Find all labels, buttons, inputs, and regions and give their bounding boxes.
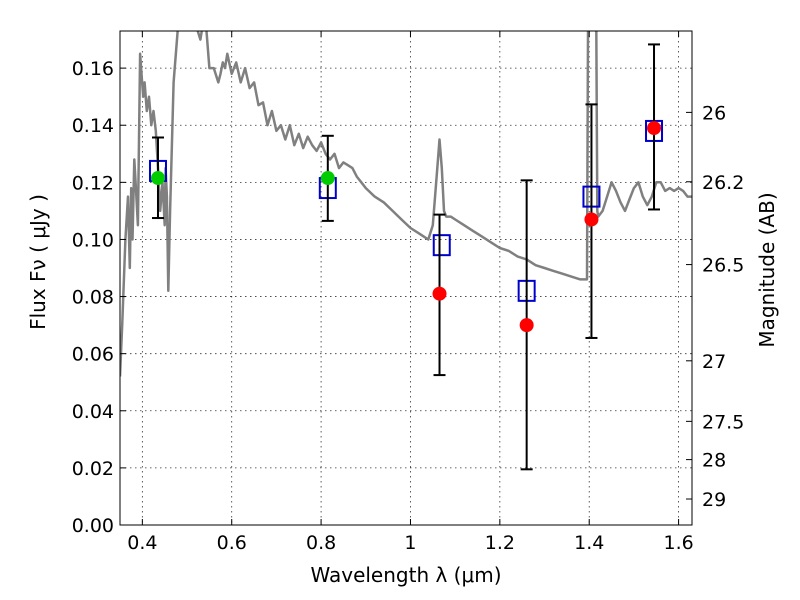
x-tick-label: 1.6 — [663, 532, 693, 554]
data-point — [519, 318, 534, 333]
x-tick-label: 1 — [404, 532, 416, 554]
magnitude-axis-ticks: 26 26.2 26.5 27 27.5 28 29 — [686, 102, 744, 511]
y-tick-label: 0.04 — [72, 401, 114, 423]
magnitude-tick-label: 26.2 — [702, 172, 744, 194]
data-points — [150, 121, 662, 333]
data-point — [432, 286, 447, 301]
magnitude-tick-label: 29 — [702, 489, 726, 511]
y-axis-title: Flux Fν ( μJy ) — [26, 194, 50, 330]
magnitude-tick-label: 27 — [702, 351, 726, 373]
data-point — [647, 121, 662, 136]
data-point — [584, 212, 599, 227]
magnitude-tick-label: 27.5 — [702, 411, 744, 433]
data-point — [320, 171, 335, 186]
x-tick-label: 0.8 — [306, 532, 336, 554]
y-tick-label: 0.08 — [72, 287, 114, 309]
y-tick-label: 0.06 — [72, 344, 114, 366]
x-axis-ticks: 0.4 0.6 0.8 1 1.2 1.4 1.6 — [127, 31, 694, 554]
y-tick-label: 0.10 — [72, 229, 114, 251]
model-spectrum-line — [120, 31, 692, 377]
plot-background — [120, 31, 692, 525]
x-tick-label: 1.2 — [485, 532, 515, 554]
plot-frame — [119, 30, 693, 526]
x-tick-label: 0.4 — [127, 532, 157, 554]
x-axis-title: Wavelength λ (μm) — [310, 563, 501, 587]
plot-area — [120, 31, 692, 471]
data-point — [150, 171, 165, 186]
grid — [120, 31, 692, 526]
y-tick-label: 0.12 — [72, 172, 114, 194]
magnitude-tick-label: 26 — [702, 102, 726, 124]
x-tick-label: 1.4 — [574, 532, 604, 554]
y-axis-ticks: 0.00 0.02 0.04 0.06 0.08 0.10 0.12 0.14 0.16 — [72, 58, 126, 537]
y-tick-label: 0.02 — [72, 458, 114, 480]
magnitude-tick-label: 28 — [702, 450, 726, 472]
y-tick-label: 0.00 — [72, 515, 114, 537]
right-axis-title: Magnitude (AB) — [755, 192, 779, 347]
x-tick-label: 0.6 — [217, 532, 247, 554]
y-tick-label: 0.14 — [72, 115, 114, 137]
y-tick-label: 0.16 — [72, 58, 114, 80]
model-box — [432, 234, 451, 257]
magnitude-tick-label: 26.5 — [702, 255, 744, 277]
